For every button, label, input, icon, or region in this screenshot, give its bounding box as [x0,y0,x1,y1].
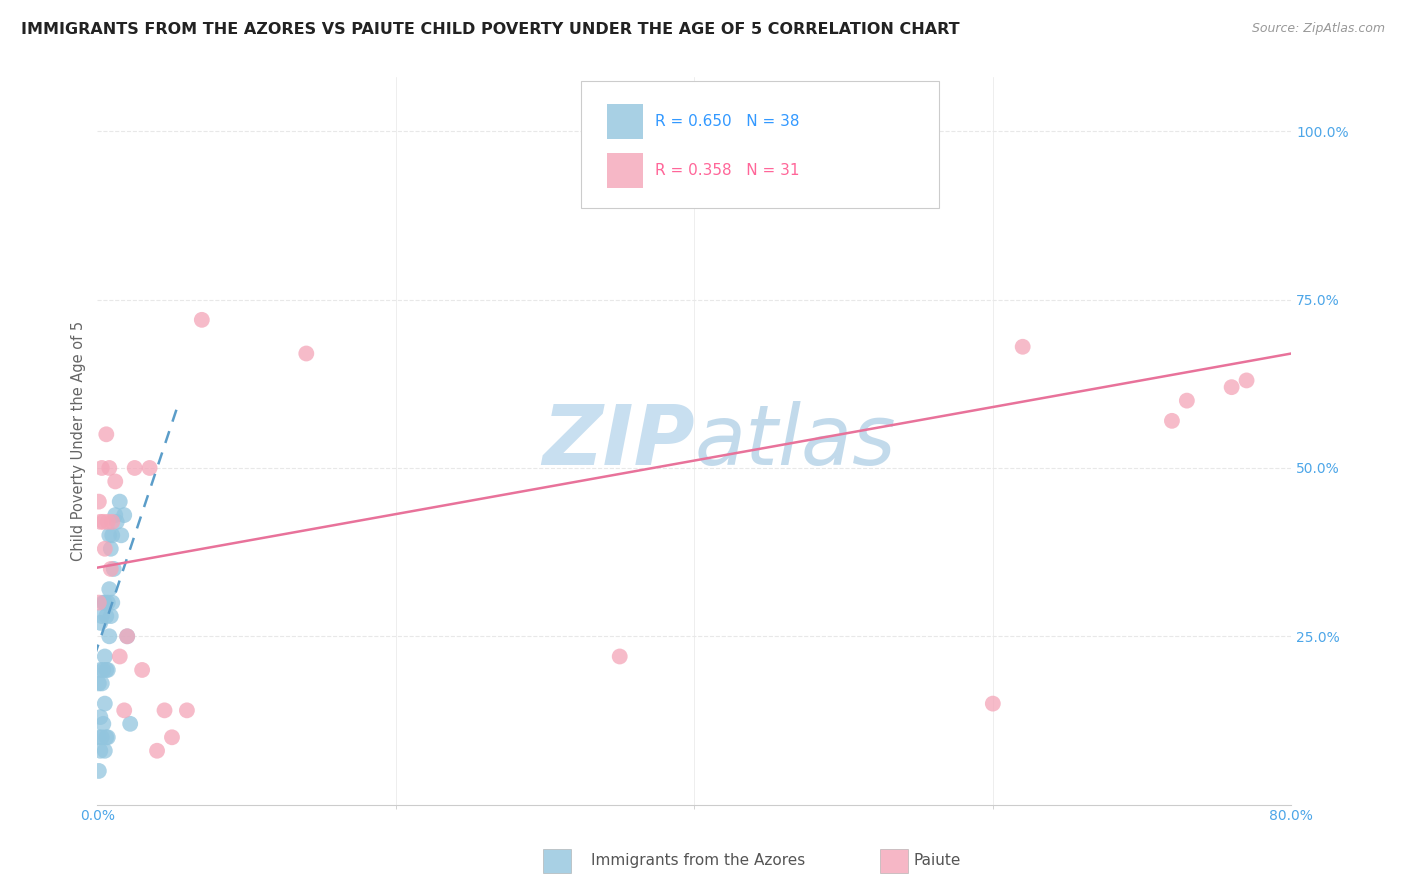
Point [108,494,131,508]
Point [91,716,114,731]
Text: R = 0.650   N = 38: R = 0.650 N = 38 [655,114,800,129]
FancyBboxPatch shape [581,81,939,209]
Point [87,596,110,610]
Point [110,528,132,542]
Point [91,663,114,677]
FancyBboxPatch shape [880,849,908,872]
Point [96,731,118,745]
Point [146,744,169,758]
Point [87,494,110,508]
Point [101,515,124,529]
Point [87,731,110,745]
Point [101,596,124,610]
Point [104,508,127,522]
Point [87,676,110,690]
Text: ZIP: ZIP [541,401,695,482]
Point [98,582,121,596]
Text: Immigrants from the Azores: Immigrants from the Azores [591,854,804,868]
Point [124,461,146,475]
Point [112,703,135,717]
Point [97,731,120,745]
FancyBboxPatch shape [607,104,643,139]
Point [191,313,214,327]
Point [981,697,1004,711]
Text: atlas: atlas [695,401,896,482]
Point [90,609,112,624]
Point [1161,414,1184,428]
Point [160,731,183,745]
Point [90,461,112,475]
Point [295,346,318,360]
Point [609,649,631,664]
Point [1220,380,1243,394]
Point [89,710,111,724]
Point [89,515,111,529]
Point [96,663,118,677]
Point [100,562,122,576]
Text: R = 0.358   N = 31: R = 0.358 N = 31 [655,163,800,178]
Point [131,663,153,677]
Point [91,596,114,610]
Point [1175,393,1198,408]
Point [112,508,135,522]
Point [101,528,124,542]
Point [1236,373,1258,387]
Point [89,663,111,677]
Point [138,461,160,475]
Point [94,744,117,758]
Point [105,515,128,529]
Point [103,562,125,576]
Point [89,615,111,630]
Point [115,629,138,643]
Text: Source: ZipAtlas.com: Source: ZipAtlas.com [1251,22,1385,36]
Text: Paiute: Paiute [914,854,962,868]
Point [94,541,117,556]
Point [153,703,176,717]
Point [94,649,117,664]
Point [176,703,198,717]
Point [100,609,122,624]
Point [98,461,121,475]
Point [94,596,117,610]
Point [97,596,120,610]
Point [90,731,112,745]
Point [98,528,121,542]
Point [108,649,131,664]
Y-axis label: Child Poverty Under the Age of 5: Child Poverty Under the Age of 5 [72,321,86,561]
Point [120,716,142,731]
Point [98,629,121,643]
Point [91,515,114,529]
Point [1011,340,1033,354]
Point [94,697,117,711]
Point [89,744,111,758]
Point [100,541,122,556]
FancyBboxPatch shape [607,153,643,188]
Point [90,676,112,690]
Point [104,475,127,489]
FancyBboxPatch shape [543,849,571,872]
Point [97,515,120,529]
Point [97,663,120,677]
Point [96,427,118,442]
Point [87,764,110,778]
Text: IMMIGRANTS FROM THE AZORES VS PAIUTE CHILD POVERTY UNDER THE AGE OF 5 CORRELATIO: IMMIGRANTS FROM THE AZORES VS PAIUTE CHI… [21,22,960,37]
Point [96,609,118,624]
Point [115,629,138,643]
